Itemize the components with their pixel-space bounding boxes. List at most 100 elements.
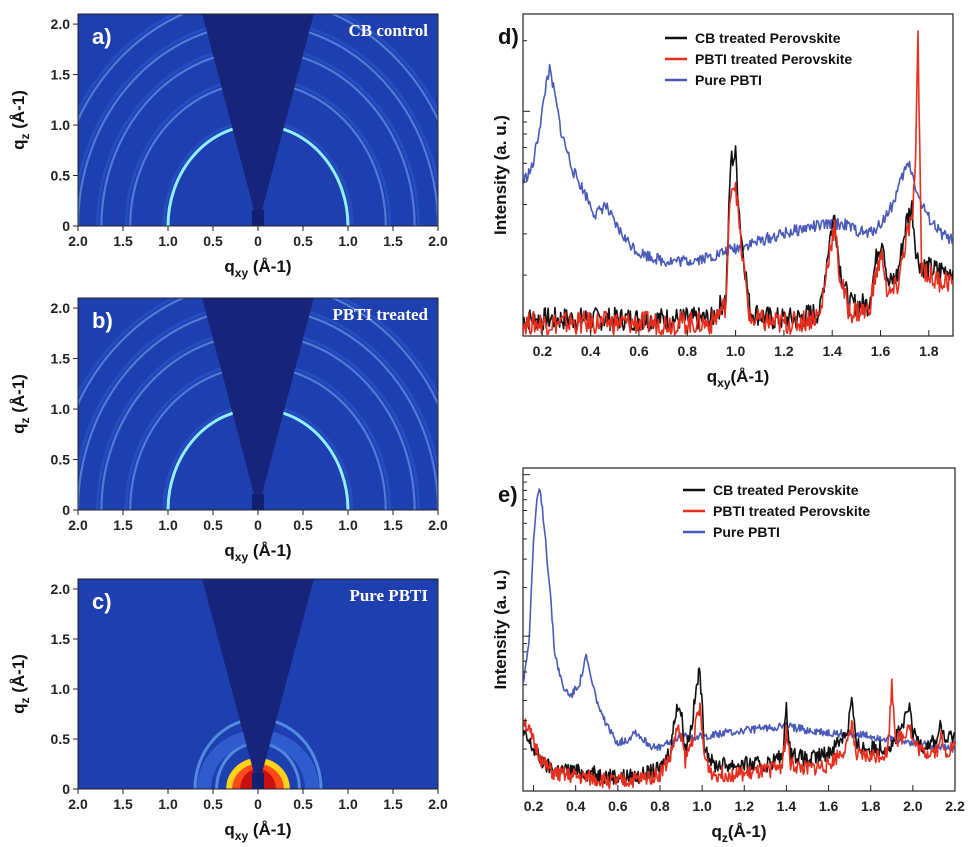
- x-tick-label: 0.8: [650, 798, 670, 814]
- x-tick-label: 1.0: [338, 233, 358, 249]
- x-tick-label: 0: [254, 796, 262, 812]
- x-tick-label: 1.0: [338, 796, 358, 812]
- y-axis-label: qz (Å-1): [9, 90, 32, 150]
- x-tick-label: 2.0: [903, 798, 923, 814]
- x-tick-label: 0.6: [608, 798, 628, 814]
- x-tick-label: 0.2: [524, 798, 544, 814]
- x-tick-label: 0.5: [203, 233, 223, 249]
- y-tick-label: 0.5: [51, 452, 71, 468]
- y-tick-label: 0: [62, 502, 70, 518]
- x-tick-label: 1.0: [158, 796, 178, 812]
- plot-frame: [522, 467, 956, 792]
- x-tick-label: 1.0: [338, 517, 358, 533]
- panel-letter: b): [92, 308, 113, 333]
- panel-letter: d): [498, 24, 519, 49]
- y-tick-label: 1.5: [51, 631, 71, 647]
- x-tick-label: 0: [254, 517, 262, 533]
- x-tick-label: 2.0: [68, 233, 88, 249]
- heatmap-panel-a: 2.0 1.5 1.0 0.5 0 0.5 1.0 1.5 2.000.51.01.52.0qx…: [9, 13, 448, 280]
- x-tick-label: 1.6: [871, 343, 891, 359]
- beamstop: [252, 210, 264, 226]
- x-tick-label: 1.5: [113, 796, 133, 812]
- y-axis-label: Intensity (a. u.): [491, 115, 510, 235]
- panel-title: CB control: [349, 21, 429, 40]
- y-axis-label: Intensity (a. u.): [491, 570, 510, 690]
- legend: CB treated Perovskite PBTI treated Perovs…: [665, 30, 852, 88]
- x-tick-label: 0.4: [581, 343, 601, 359]
- x-tick-label: 0.5: [293, 517, 313, 533]
- y-tick-label: 1.0: [51, 681, 71, 697]
- x-tick-label: 1.0: [158, 233, 178, 249]
- y-tick-label: 1.5: [51, 67, 71, 83]
- x-tick-label: 2.0: [428, 233, 448, 249]
- x-tick-label: 1.2: [774, 343, 794, 359]
- line-panel-d: 0.2 0.4 0.6 0.8 1.0 1.2 1.4 1.6 1.8 qxy(Å-1) Inten…: [491, 13, 954, 390]
- x-tick-label: 2.0: [428, 796, 448, 812]
- heatmap-panel-b: 2.0 1.5 1.0 0.5 0 0.5 1.0 1.5 2.000.51.01.52.0qx…: [9, 297, 448, 564]
- x-tick-label: 0.4: [566, 798, 586, 814]
- beamstop: [252, 494, 264, 510]
- y-axis-label: qz (Å-1): [9, 374, 32, 434]
- panel-title: PBTI treated: [332, 305, 428, 324]
- x-tick-label: 2.0: [428, 517, 448, 533]
- panel-letter: c): [92, 589, 112, 614]
- legend-entry: CB treated Perovskite: [713, 482, 859, 498]
- panel-title: Pure PBTI: [349, 586, 428, 605]
- x-tick-label: 2.0: [68, 796, 88, 812]
- y-tick-label: 1.5: [51, 351, 71, 367]
- legend-entry: Pure PBTI: [713, 524, 780, 540]
- panel-letter: a): [92, 24, 112, 49]
- missing-wedge: [202, 14, 314, 214]
- x-tick-label: 1.0: [692, 798, 712, 814]
- x-tick-label: 0: [254, 233, 262, 249]
- x-tick-label: 1.5: [113, 517, 133, 533]
- x-tick-label: 0.6: [629, 343, 649, 359]
- x-tick-label: 0.8: [678, 343, 698, 359]
- series-line-pbti-treated: [523, 678, 955, 790]
- x-tick-label: 1.8: [861, 798, 881, 814]
- x-axis-label: qxy(Å-1): [707, 367, 769, 390]
- y-tick-label: 2.0: [51, 300, 71, 316]
- plot-frame: [522, 13, 954, 337]
- y-tick-label: 2.0: [51, 581, 71, 597]
- x-tick-label: 1.0: [726, 343, 746, 359]
- heatmap-panel-c: 2.0 1.5 1.0 0.5 0 0.5 1.0 1.5 2.000.51.01.52.0qx…: [9, 578, 448, 843]
- x-tick-label: 0.5: [293, 796, 313, 812]
- x-tick-label: 1.5: [383, 796, 403, 812]
- x-tick-label: 1.2: [735, 798, 755, 814]
- x-tick-label: 2.2: [945, 798, 965, 814]
- legend-entry: CB treated Perovskite: [695, 30, 841, 46]
- x-tick-label: 0.5: [203, 796, 223, 812]
- x-tick-label: 1.5: [383, 233, 403, 249]
- series-line-pbti-treated: [523, 30, 953, 336]
- y-tick-label: 1.0: [51, 401, 71, 417]
- series-line-pure-pbti: [523, 488, 955, 753]
- x-axis-label: qz(Å-1): [711, 822, 766, 845]
- missing-wedge: [202, 298, 314, 498]
- y-tick-label: 0.5: [51, 168, 71, 184]
- y-tick-label: 0.5: [51, 731, 71, 747]
- x-axis-label: qxy (Å-1): [224, 541, 291, 564]
- x-tick-label: 1.4: [822, 343, 842, 359]
- x-tick-label: 2.0: [68, 517, 88, 533]
- x-tick-label: 1.8: [919, 343, 939, 359]
- y-tick-label: 2.0: [51, 16, 71, 32]
- x-tick-label: 1.4: [777, 798, 797, 814]
- x-tick-label: 1.0: [158, 517, 178, 533]
- x-tick-label: 0.5: [293, 233, 313, 249]
- x-tick-label: 1.5: [383, 517, 403, 533]
- legend: CB treated Perovskite PBTI treated Perovs…: [683, 482, 870, 540]
- line-panel-e: 0.2 0.4 0.6 0.8 1.0 1.2 1.4 1.6 1.8 2.0 2.2 qz(Å-1)…: [491, 467, 965, 845]
- panel-letter: e): [498, 482, 518, 507]
- x-tick-label: 0.5: [203, 517, 223, 533]
- y-axis-label: qz (Å-1): [9, 654, 32, 714]
- x-tick-label: 1.6: [819, 798, 839, 814]
- legend-entry: Pure PBTI: [695, 72, 762, 88]
- x-axis-label: qxy (Å-1): [224, 820, 291, 843]
- y-tick-label: 0: [62, 218, 70, 234]
- legend-entry: PBTI treated Perovskite: [695, 51, 852, 67]
- legend-entry: PBTI treated Perovskite: [713, 503, 870, 519]
- missing-wedge: [202, 579, 314, 777]
- y-tick-label: 0: [62, 781, 70, 797]
